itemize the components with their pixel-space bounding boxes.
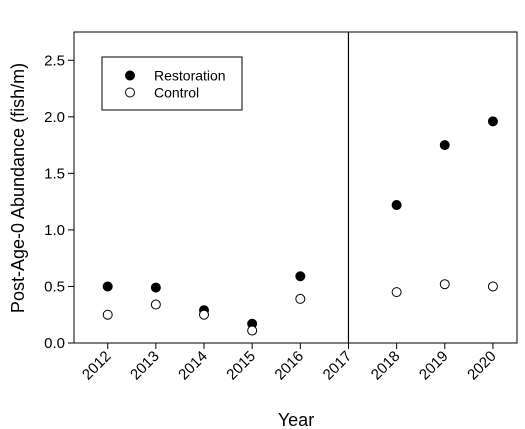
restoration-point <box>439 140 450 151</box>
y-tick-label: 1.0 <box>44 222 65 239</box>
restoration-point <box>150 282 161 293</box>
x-tick-label: 2017 <box>320 348 356 384</box>
control-point <box>487 281 498 292</box>
plot-border <box>73 31 518 344</box>
restoration-point <box>102 281 113 292</box>
legend-control-label: Control <box>154 85 199 101</box>
control-point <box>391 287 402 298</box>
restoration-point <box>487 116 498 127</box>
x-tick-label: 2019 <box>416 348 452 384</box>
control-point <box>247 325 258 336</box>
y-tick-label: 2.5 <box>44 52 65 69</box>
x-tick-label: 2013 <box>127 348 163 384</box>
x-tick-label: 2016 <box>272 348 308 384</box>
legend-box <box>101 56 243 111</box>
control-point <box>150 299 161 310</box>
control-point <box>199 309 210 320</box>
legend-restoration-marker <box>125 70 135 81</box>
data-points <box>102 116 498 336</box>
x-axis-title: Year <box>278 410 314 429</box>
y-tick-label: 2.0 <box>44 109 65 126</box>
x-tick-label: 2020 <box>464 348 500 384</box>
x-axis: 2012 2013 2014 2015 2016 2017 2018 2019 2020 <box>79 343 500 383</box>
restoration-point <box>295 271 306 282</box>
restoration-point <box>391 200 402 211</box>
control-point <box>295 293 306 304</box>
x-tick-label: 2015 <box>223 348 259 384</box>
y-tick-label: 0.5 <box>44 278 65 295</box>
legend-control-marker <box>125 87 135 98</box>
y-tick-label: 0.0 <box>44 335 65 352</box>
x-tick-label: 2018 <box>368 348 404 384</box>
plot-area <box>73 31 518 344</box>
legend-restoration-label: Restoration <box>154 68 226 84</box>
control-point <box>102 309 113 320</box>
legend: Restoration Control <box>101 56 243 111</box>
x-tick-label: 2012 <box>79 348 115 384</box>
y-axis: 0.0 0.5 1.0 1.5 2.0 2.5 <box>44 52 74 352</box>
control-point <box>439 279 450 290</box>
y-tick-label: 1.5 <box>44 165 65 182</box>
y-axis-title: Post-Age-0 Abundance (fish/m) <box>8 63 28 313</box>
x-tick-label: 2014 <box>175 348 211 384</box>
